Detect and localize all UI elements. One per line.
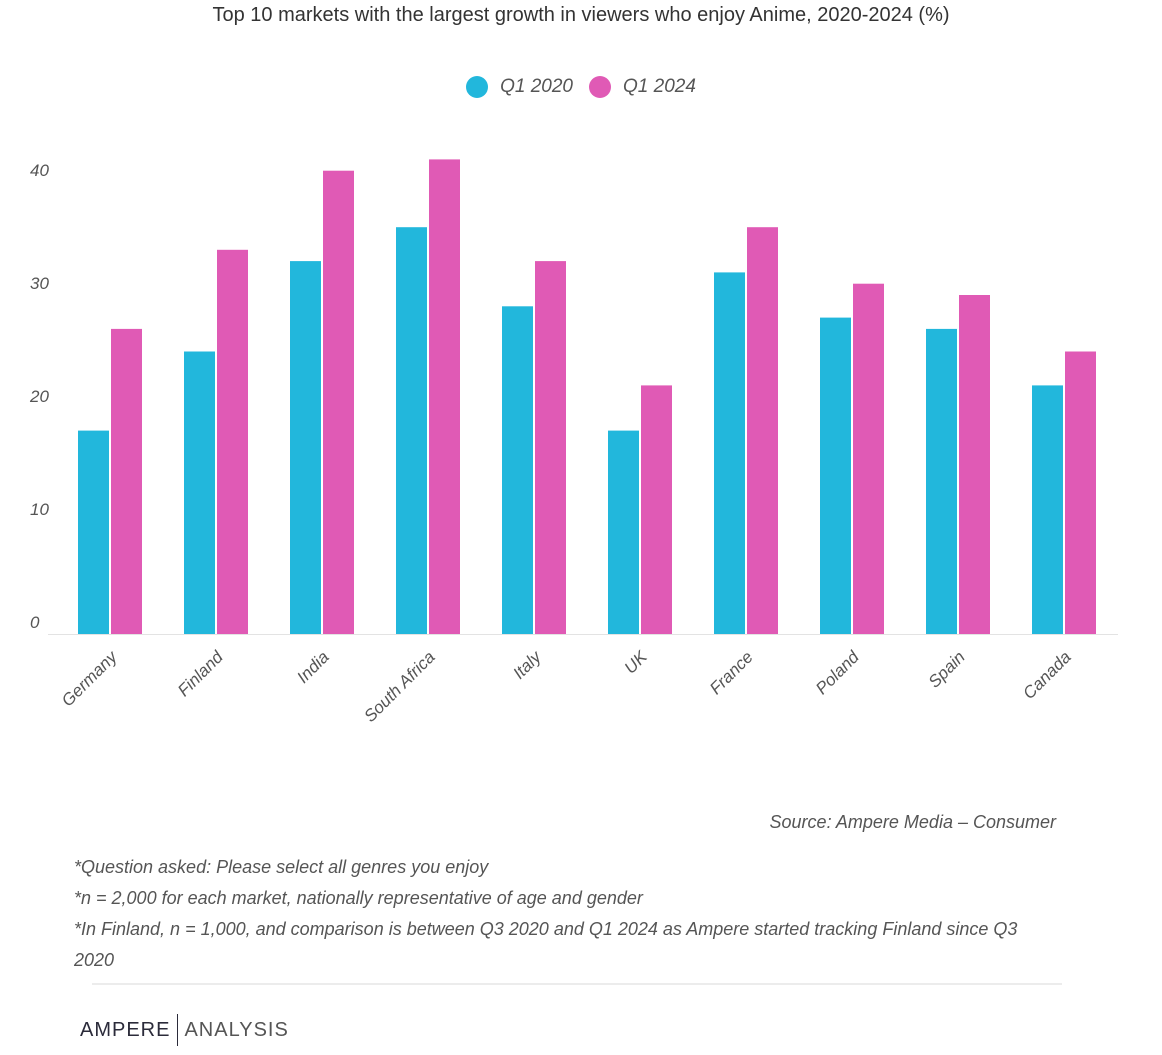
bar-q1-2024-france	[747, 227, 778, 634]
legend-item-q1-2020[interactable]: Q1 2020	[466, 76, 573, 98]
source-text: Source: Ampere Media – Consumer	[769, 812, 1056, 832]
bar-q1-2024-italy	[535, 261, 566, 634]
y-tick-label: 40	[30, 161, 49, 180]
y-tick-label: 20	[29, 387, 49, 406]
bar-q1-2020-france	[714, 272, 745, 634]
x-tick-label: India	[293, 647, 333, 687]
footnotes: *Question asked: Please select all genre…	[74, 852, 1034, 976]
bar-q1-2020-finland	[184, 351, 215, 634]
bar-q1-2024-poland	[853, 283, 884, 634]
footer-divider	[92, 983, 1062, 985]
y-tick-label: 0	[30, 613, 40, 632]
bar-q1-2024-canada	[1065, 351, 1096, 634]
bar-chart: 0 10 20 30 40 Germany Finland India South Africa…	[29, 159, 1118, 726]
bar-q1-2024-finland	[217, 249, 248, 635]
bar-q1-2024-spain	[959, 295, 990, 634]
legend-item-q1-2024[interactable]: Q1 2024	[589, 76, 696, 98]
legend-label-q1-2024: Q1 2024	[623, 76, 696, 97]
bar-q1-2020-poland	[820, 317, 851, 634]
bar-q1-2020-italy	[502, 306, 533, 634]
x-tick-label: Italy	[509, 646, 546, 683]
chart-title: Top 10 markets with the largest growth i…	[212, 4, 950, 26]
x-tick-label: South Africa	[360, 647, 438, 725]
y-tick-label: 30	[30, 274, 49, 293]
bar-q1-2024-germany	[111, 328, 142, 634]
bar-q1-2020-south-africa	[396, 227, 427, 634]
bar-q1-2020-canada	[1032, 385, 1063, 634]
x-tick-label: UK	[621, 647, 652, 678]
legend-label-q1-2020: Q1 2020	[500, 76, 573, 97]
x-tick-label: Germany	[58, 646, 122, 710]
bar-q1-2024-india	[323, 170, 354, 634]
bar-q1-2024-uk	[641, 385, 672, 634]
legend: Q1 2020 Q1 2024	[0, 76, 1162, 98]
legend-swatch-q1-2020	[466, 76, 489, 98]
footnote-finland: *In Finland, n = 1,000, and comparison i…	[74, 919, 1018, 970]
legend-swatch-q1-2024	[589, 76, 611, 98]
bar-q1-2020-uk	[608, 430, 639, 634]
brand-separator	[177, 1014, 179, 1046]
brand-ampere: AMPERE	[80, 1018, 171, 1041]
x-tick-label: Poland	[812, 647, 863, 698]
x-tick-label: Finland	[174, 647, 227, 700]
footnote-sample: *n = 2,000 for each market, nationally r…	[74, 888, 643, 908]
footnote-question: *Question asked: Please select all genre…	[74, 857, 489, 877]
bar-q1-2020-spain	[926, 328, 957, 634]
ampere-analysis-logo: AMPERE ANALYSIS	[80, 1014, 289, 1046]
x-tick-label: France	[706, 647, 757, 698]
bar-q1-2020-germany	[78, 430, 109, 634]
x-tick-label: Spain	[925, 647, 969, 691]
brand-analysis: ANALYSIS	[184, 1018, 289, 1041]
y-tick-label: 10	[30, 500, 49, 519]
bar-q1-2020-india	[290, 261, 321, 634]
x-tick-label: Canada	[1019, 647, 1075, 703]
bar-q1-2024-south-africa	[429, 159, 460, 634]
